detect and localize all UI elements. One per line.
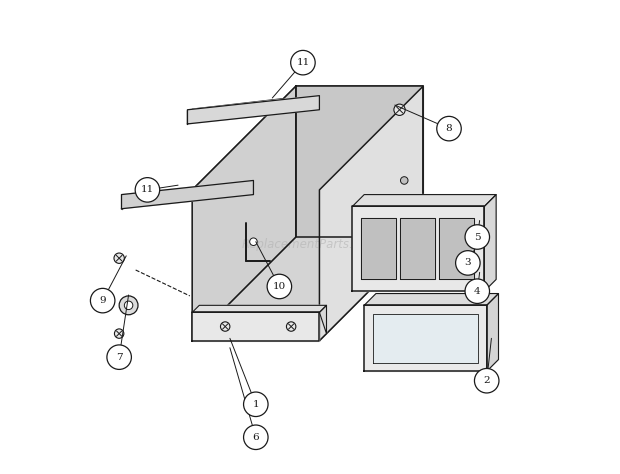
Polygon shape bbox=[192, 312, 319, 341]
Circle shape bbox=[267, 274, 291, 299]
Text: 8: 8 bbox=[446, 124, 453, 133]
Polygon shape bbox=[187, 96, 319, 124]
Text: 11: 11 bbox=[296, 58, 309, 67]
Polygon shape bbox=[439, 218, 474, 279]
Circle shape bbox=[456, 251, 480, 275]
Circle shape bbox=[250, 238, 257, 246]
Circle shape bbox=[465, 279, 490, 303]
Circle shape bbox=[135, 178, 160, 202]
Text: 2: 2 bbox=[484, 376, 490, 385]
Polygon shape bbox=[296, 86, 423, 237]
Circle shape bbox=[244, 392, 268, 417]
Circle shape bbox=[394, 104, 405, 116]
Circle shape bbox=[119, 296, 138, 315]
Circle shape bbox=[436, 117, 461, 141]
Circle shape bbox=[115, 329, 124, 338]
Circle shape bbox=[107, 345, 131, 369]
Polygon shape bbox=[192, 237, 423, 341]
Polygon shape bbox=[352, 206, 484, 291]
Polygon shape bbox=[192, 305, 327, 312]
Text: 10: 10 bbox=[273, 282, 286, 291]
Polygon shape bbox=[373, 314, 478, 363]
Circle shape bbox=[286, 322, 296, 331]
Polygon shape bbox=[192, 86, 296, 341]
Text: ReplacementParts.com: ReplacementParts.com bbox=[242, 237, 378, 251]
Text: 11: 11 bbox=[141, 185, 154, 194]
Circle shape bbox=[401, 177, 408, 184]
Polygon shape bbox=[364, 305, 487, 371]
Circle shape bbox=[125, 301, 133, 310]
Polygon shape bbox=[361, 218, 396, 279]
Circle shape bbox=[291, 50, 315, 75]
Text: 1: 1 bbox=[252, 400, 259, 409]
Circle shape bbox=[221, 322, 230, 331]
Circle shape bbox=[465, 225, 490, 249]
Polygon shape bbox=[484, 195, 496, 291]
Circle shape bbox=[244, 425, 268, 449]
Circle shape bbox=[114, 253, 125, 264]
Text: 3: 3 bbox=[464, 258, 471, 267]
Text: 7: 7 bbox=[116, 353, 123, 362]
Polygon shape bbox=[364, 293, 498, 305]
Polygon shape bbox=[122, 181, 254, 209]
Polygon shape bbox=[319, 305, 327, 334]
Polygon shape bbox=[319, 86, 423, 341]
Polygon shape bbox=[400, 218, 435, 279]
Polygon shape bbox=[487, 293, 498, 371]
Text: 6: 6 bbox=[252, 433, 259, 442]
Text: 5: 5 bbox=[474, 233, 480, 241]
Circle shape bbox=[91, 288, 115, 313]
Text: 4: 4 bbox=[474, 287, 480, 296]
Polygon shape bbox=[352, 195, 496, 206]
Text: 9: 9 bbox=[99, 296, 106, 305]
Circle shape bbox=[474, 368, 499, 393]
